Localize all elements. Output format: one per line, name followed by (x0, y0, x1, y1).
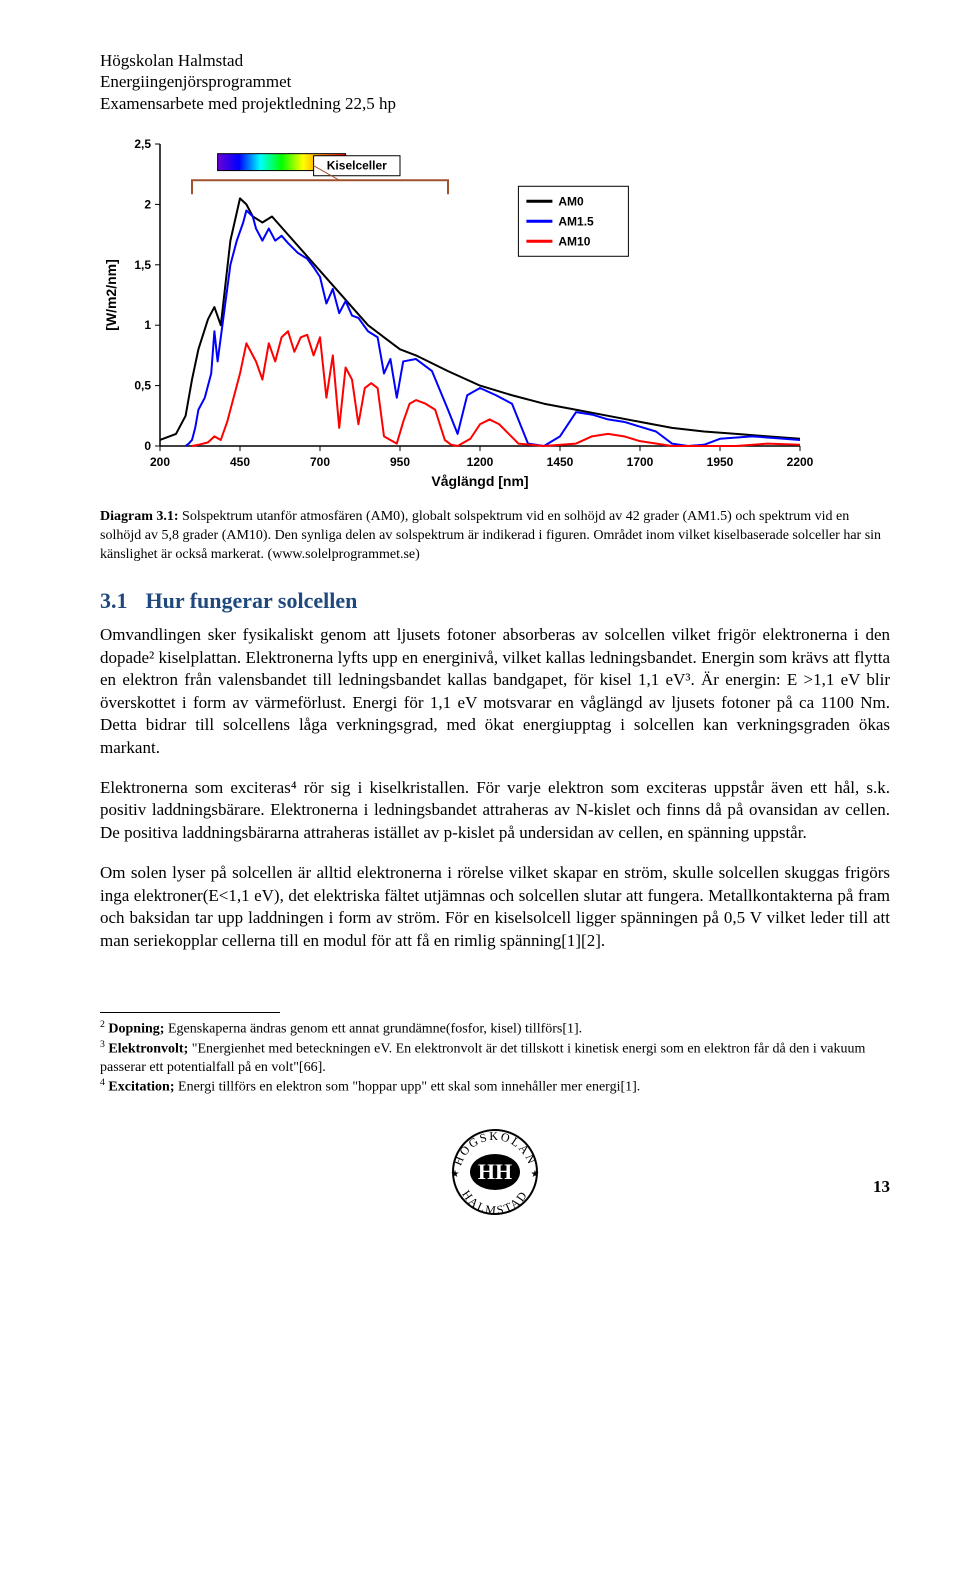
header-line-1: Högskolan Halmstad (100, 50, 890, 71)
paragraph-2: Elektronerna som exciteras⁴ rör sig i ki… (100, 777, 890, 844)
paragraph-3: Om solen lyser på solcellen är alltid el… (100, 862, 890, 952)
section-heading: 3.1 Hur fungerar solcellen (100, 588, 890, 614)
svg-text:200: 200 (150, 455, 170, 469)
page: Högskolan Halmstad Energiingenjörsprogra… (0, 0, 960, 1277)
svg-text:2: 2 (144, 197, 151, 211)
footnote-term-2: Dopning; (108, 1022, 164, 1037)
svg-text:Våglängd [nm]: Våglängd [nm] (431, 473, 528, 489)
svg-text:1950: 1950 (707, 455, 734, 469)
svg-text:2200: 2200 (787, 455, 814, 469)
svg-text:AM10: AM10 (558, 234, 590, 248)
footnote-num-4: 4 (100, 1077, 105, 1088)
svg-text:700: 700 (310, 455, 330, 469)
page-footer: HHHÖGSKOLANHALMSTAD★★ 13 (100, 1117, 890, 1237)
svg-text:[W/m2/nm]: [W/m2/nm] (103, 259, 119, 331)
footnote-num-3: 3 (100, 1039, 105, 1050)
svg-text:Kiselceller: Kiselceller (327, 158, 387, 172)
svg-text:0: 0 (144, 439, 151, 453)
svg-text:AM0: AM0 (558, 194, 584, 208)
caption-body: Solspektrum utanför atmosfären (AM0), gl… (100, 509, 881, 562)
footnote-2: 2 Dopning; Egenskaperna ändras genom ett… (100, 1019, 890, 1039)
svg-text:450: 450 (230, 455, 250, 469)
section-title: Hur fungerar solcellen (146, 588, 358, 613)
svg-text:1: 1 (144, 318, 151, 332)
page-number: 13 (873, 1177, 890, 1197)
header-line-2: Energiingenjörsprogrammet (100, 71, 890, 92)
footnote-text-4: Energi tillförs en elektron som "hoppar … (175, 1080, 641, 1095)
svg-text:AM1.5: AM1.5 (558, 214, 594, 228)
footnote-term-4: Excitation; (108, 1080, 174, 1095)
section-number: 3.1 (100, 588, 128, 613)
footnote-num-2: 2 (100, 1019, 105, 1030)
svg-text:950: 950 (390, 455, 410, 469)
chart-svg: Kiselceller 0 0,5 1 1,5 2 2,5 200 450 700 950 1200 1… (100, 132, 820, 492)
running-header: Högskolan Halmstad Energiingenjörsprogra… (100, 50, 890, 114)
svg-text:1,5: 1,5 (134, 258, 151, 272)
caption-head: Diagram 3.1: (100, 509, 179, 524)
svg-text:★: ★ (451, 1169, 460, 1180)
header-line-3: Examensarbete med projektledning 22,5 hp (100, 93, 890, 114)
footnote-term-3: Elektronvolt; (108, 1042, 188, 1057)
svg-text:2,5: 2,5 (134, 137, 151, 151)
footnote-3: 3 Elektronvolt; "Energienhet med beteckn… (100, 1039, 890, 1077)
figure-caption: Diagram 3.1: Solspektrum utanför atmosfä… (100, 508, 890, 565)
svg-text:1700: 1700 (627, 455, 654, 469)
svg-text:HH: HH (478, 1159, 512, 1184)
footnotes: 2 Dopning; Egenskaperna ändras genom ett… (100, 1019, 890, 1097)
svg-text:0,5: 0,5 (134, 378, 151, 392)
footnote-text-3: "Energienhet med beteckningen eV. En ele… (100, 1042, 865, 1075)
university-logo: HHHÖGSKOLANHALMSTAD★★ (440, 1117, 550, 1227)
paragraph-1: Omvandlingen sker fysikaliskt genom att … (100, 624, 890, 759)
footnote-4: 4 Excitation; Energi tillförs en elektro… (100, 1077, 890, 1097)
spectrum-chart: Kiselceller 0 0,5 1 1,5 2 2,5 200 450 700 950 1200 1… (100, 132, 820, 492)
svg-text:1450: 1450 (547, 455, 574, 469)
footnote-separator (100, 1012, 280, 1013)
footnote-text-2: Egenskaperna ändras genom ett annat grun… (164, 1022, 582, 1037)
svg-text:1200: 1200 (467, 455, 494, 469)
svg-text:★: ★ (531, 1169, 540, 1180)
